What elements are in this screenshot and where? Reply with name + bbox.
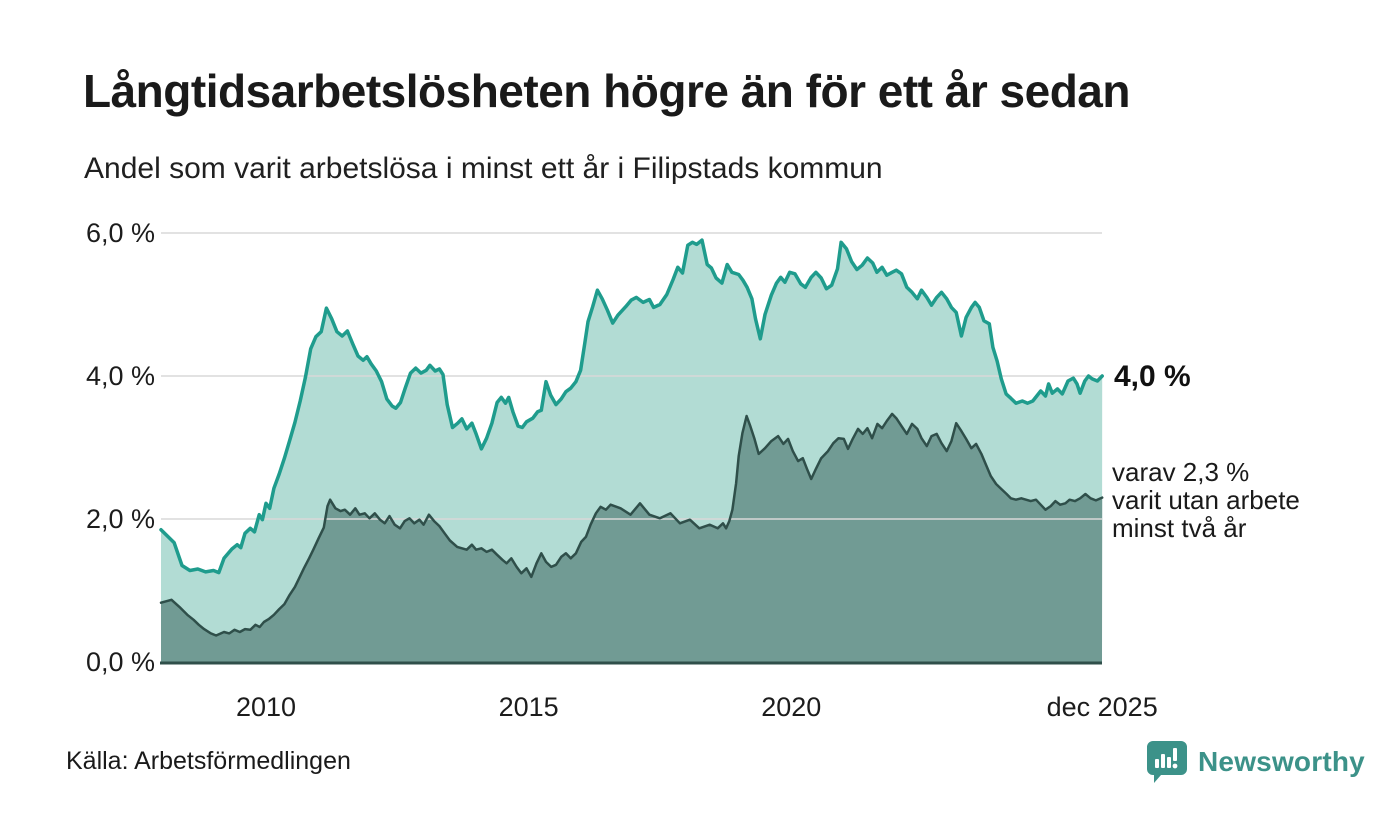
series-area-minst-tva-ar (161, 413, 1103, 662)
y-axis-label-4: 4,0 % (85, 361, 155, 391)
series-line-minst-tva-ar (159, 412, 1104, 637)
secondary-label-line: minst två år (1112, 513, 1247, 543)
x-axis-label-2010: 2010 (235, 692, 297, 722)
newsworthy-logo-text: Newsworthy (1198, 746, 1365, 777)
y-axis-label-6: 6,0 % (85, 218, 155, 248)
newsworthy-logo-icon (1147, 741, 1187, 783)
page-title: Långtidsarbetslösheten högre än för ett … (83, 65, 1130, 117)
series-line-minst-ett-ar (159, 238, 1104, 575)
x-axis-label-2020: 2020 (761, 692, 822, 722)
y-axis-label-0: 0,0 % (85, 647, 155, 677)
secondary-label-line: varav 2,3 % (1112, 457, 1250, 487)
secondary-label-line: varit utan arbete (1112, 485, 1300, 515)
x-axis-label-dec-2025: dec 2025 (1046, 692, 1158, 722)
source-note: Källa: Arbetsförmedlingen (66, 747, 351, 775)
newsworthy-logo: Newsworthy (1146, 740, 1365, 784)
x-axis-label-2015: 2015 (498, 692, 559, 722)
latest-value-label: 4,0 % (1114, 360, 1191, 393)
secondary-value-label: varav 2,3 % varit utan arbete minst två … (1112, 458, 1300, 542)
y-axis-label-2: 2,0 % (85, 504, 155, 534)
page-subtitle: Andel som varit arbetslösa i minst ett å… (84, 152, 883, 185)
